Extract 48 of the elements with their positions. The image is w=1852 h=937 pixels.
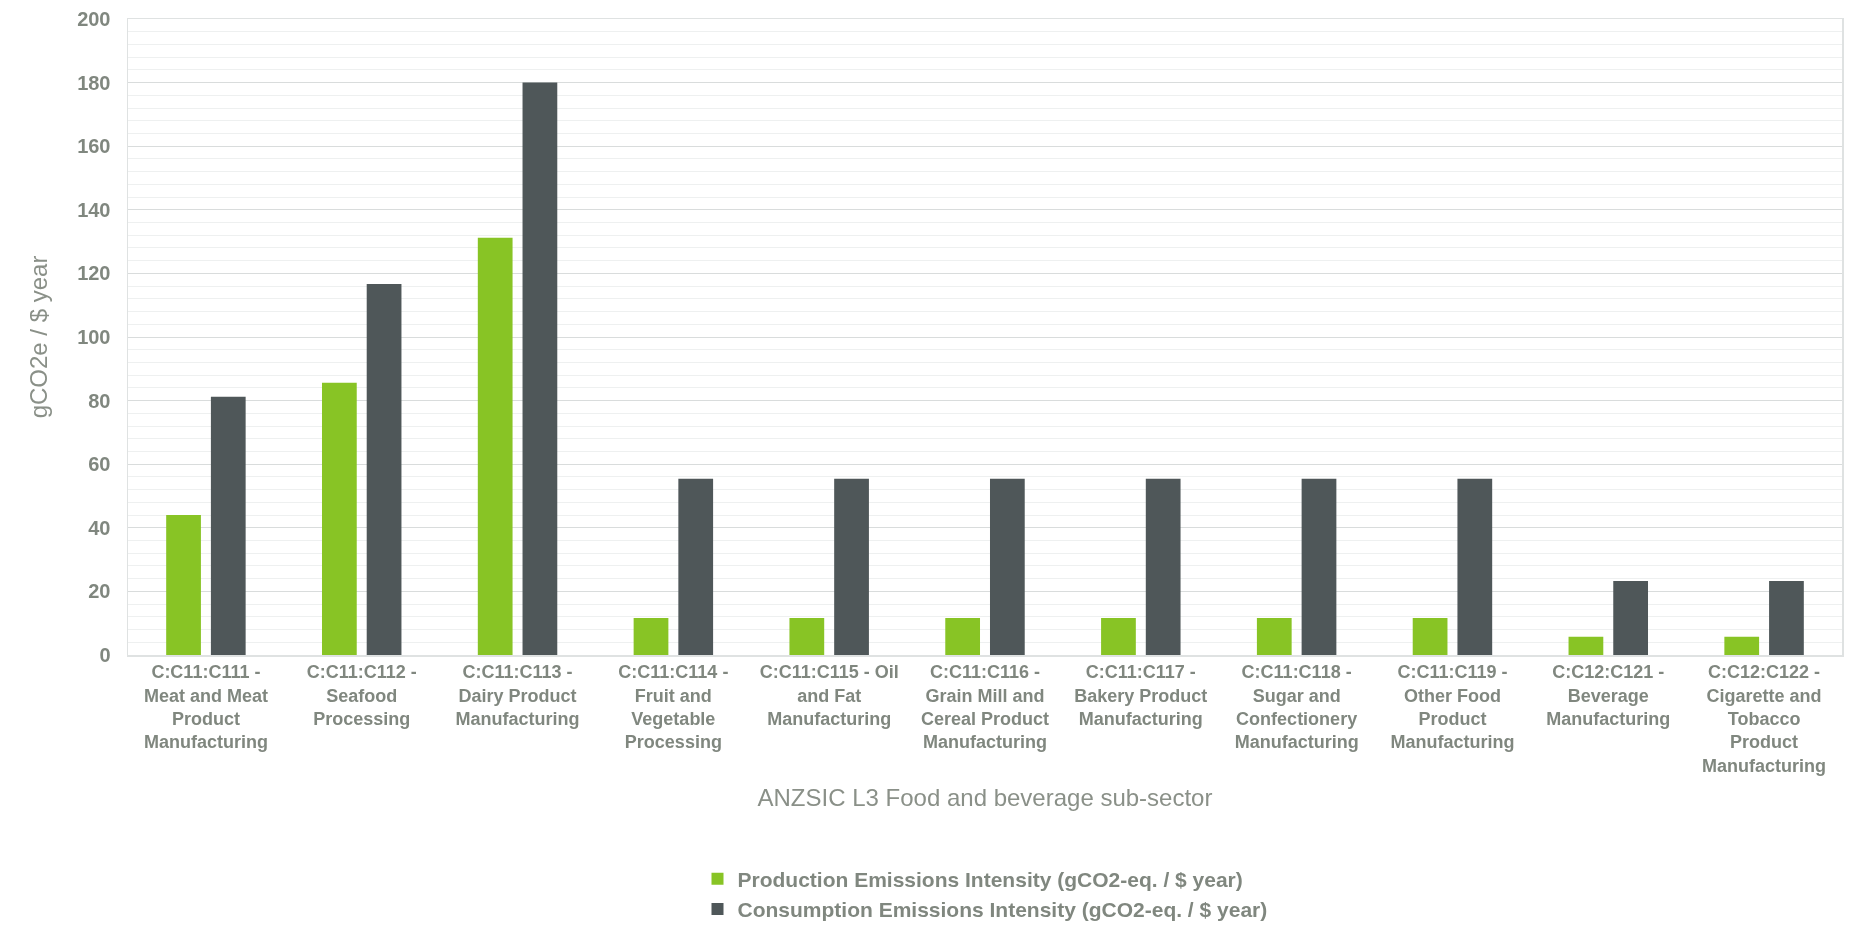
bar xyxy=(989,478,1025,655)
x-tick-label: C:C11:C115 - Oil and Fat Manufacturing xyxy=(759,662,899,729)
y-axis-title: gCO2e / $ year xyxy=(25,255,53,419)
y-tick-label: 140 xyxy=(77,198,111,221)
bar xyxy=(1412,618,1448,655)
x-tick-label: C:C11:C112 - Seafood Processing xyxy=(306,662,417,729)
bar xyxy=(477,237,513,655)
x-tick-label: C:C11:C117 - Bakery Product Manufacturing xyxy=(1074,662,1208,729)
bar xyxy=(366,283,402,655)
bar xyxy=(789,618,825,655)
x-tick-label: C:C11:C116 - Grain Mill and Cereal Product Manufacturing xyxy=(920,662,1050,753)
bar xyxy=(834,478,869,655)
bar xyxy=(1101,618,1136,655)
bar xyxy=(1724,636,1760,655)
y-tick-label: 0 xyxy=(99,644,111,666)
x-tick-label: C:C12:C122 - Cigarette and Tobacco Product Manufacturing xyxy=(1702,662,1827,776)
x-tick-label: C:C12:C121 - Beverage Manufacturing xyxy=(1546,662,1671,729)
bar xyxy=(1613,580,1649,655)
bar xyxy=(321,382,357,655)
y-tick-label: 40 xyxy=(88,516,111,539)
bar xyxy=(1769,580,1804,655)
bar xyxy=(1568,636,1604,655)
bar xyxy=(1301,478,1337,655)
bar xyxy=(678,478,714,655)
legend-label: Production Emissions Intensity (gCO2-eq. / $ year) xyxy=(737,867,1243,891)
y-tick-label: 100 xyxy=(77,326,111,348)
y-tick-label: 200 xyxy=(77,8,111,30)
legend-label: Consumption Emissions Intensity (gCO2-eq. / $ year) xyxy=(737,898,1268,922)
bar xyxy=(1145,478,1181,655)
bar xyxy=(1457,478,1493,655)
x-tick-label: C:C11:C113 - Dairy Product Manufacturing xyxy=(455,662,580,729)
y-tick-label: 120 xyxy=(77,262,111,285)
y-tick-label: 20 xyxy=(88,580,111,603)
x-axis-title: ANZSIC L3 Food and beverage sub-sector xyxy=(757,783,1213,811)
x-tick-label: C:C11:C111 - Meat and Meat Product Manufacturing xyxy=(143,662,268,753)
y-tick-label: 180 xyxy=(77,71,111,94)
x-tick-label: C:C11:C114 - Fruit and Vegetable Processing xyxy=(618,662,729,753)
bar xyxy=(945,618,981,655)
x-tick-label: C:C11:C119 - Other Food Product Manufacturing xyxy=(1390,662,1515,753)
y-tick-label: 160 xyxy=(77,135,111,158)
bar xyxy=(633,618,669,655)
y-tick-label: 80 xyxy=(88,389,111,412)
y-tick-label: 60 xyxy=(88,453,111,476)
x-tick-label: C:C11:C118 - Sugar and Confectionery Manufacturing xyxy=(1234,662,1359,753)
bar xyxy=(210,396,246,655)
bar xyxy=(522,82,558,655)
bar xyxy=(166,515,201,655)
bar xyxy=(1256,618,1292,655)
